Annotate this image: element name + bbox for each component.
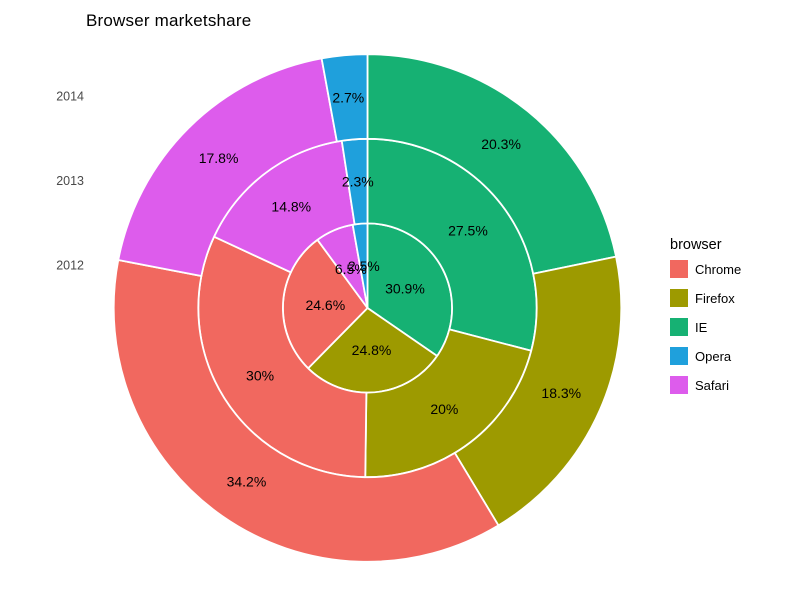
axis-label-2012: 2012 [56, 259, 84, 273]
slice-label-2013-firefox: 20% [430, 401, 458, 417]
slice-2014-opera [320, 53, 369, 143]
axis-label-2013: 2013 [56, 174, 84, 188]
slice-2014-chrome [112, 259, 500, 563]
legend-item-label: Opera [695, 348, 732, 364]
legend-swatch-safari [670, 376, 688, 394]
legend-item-ie: IE [670, 318, 741, 336]
legend-swatch-opera [670, 347, 688, 365]
legend-title: browser [670, 237, 722, 253]
slice-label-2012-firefox: 24.8% [352, 342, 392, 358]
slice-2014-firefox [453, 255, 623, 527]
slice-label-2013-chrome: 30% [246, 368, 274, 384]
legend-item-label: IE [695, 319, 708, 335]
slice-label-2013-safari: 14.8% [271, 199, 311, 215]
slice-label-2014-safari: 17.8% [199, 150, 239, 166]
chart-title: Browser marketshare [86, 11, 252, 30]
slice-label-2012-safari: 6.5% [335, 261, 367, 277]
legend-item-firefox: Firefox [670, 289, 741, 307]
slice-label-2014-ie: 20.3% [481, 136, 521, 152]
slice-label-2014-chrome: 34.2% [227, 473, 267, 489]
legend-swatch-ie [670, 318, 688, 336]
legend-swatch-chrome [670, 260, 688, 278]
slice-label-2013-ie: 27.5% [448, 222, 488, 238]
legend-item-label: Firefox [695, 290, 735, 306]
slice-label-2014-opera: 2.7% [332, 89, 364, 105]
axis-label-2014: 2014 [56, 90, 84, 104]
slice-label-2014-firefox: 18.3% [541, 385, 581, 401]
slice-label-2012-ie: 30.9% [385, 280, 425, 296]
slice-label-2012-opera: 2.5% [348, 258, 380, 274]
legend-items: Chrome Firefox IE Opera Safari [670, 260, 741, 394]
legend-item-chrome: Chrome [670, 260, 741, 278]
legend-swatch-firefox [670, 289, 688, 307]
slice-label-2013-opera: 2.3% [342, 173, 374, 189]
legend-item-opera: Opera [670, 347, 741, 365]
slice-2014-ie [366, 53, 617, 275]
legend: browser Chrome Firefox IE Opera Safari [670, 237, 741, 405]
legend-item-safari: Safari [670, 376, 741, 394]
legend-item-label: Chrome [695, 261, 742, 277]
legend-item-label: Safari [695, 377, 729, 393]
slice-label-2012-chrome: 24.6% [305, 297, 345, 313]
slice-2014-safari [117, 57, 338, 277]
